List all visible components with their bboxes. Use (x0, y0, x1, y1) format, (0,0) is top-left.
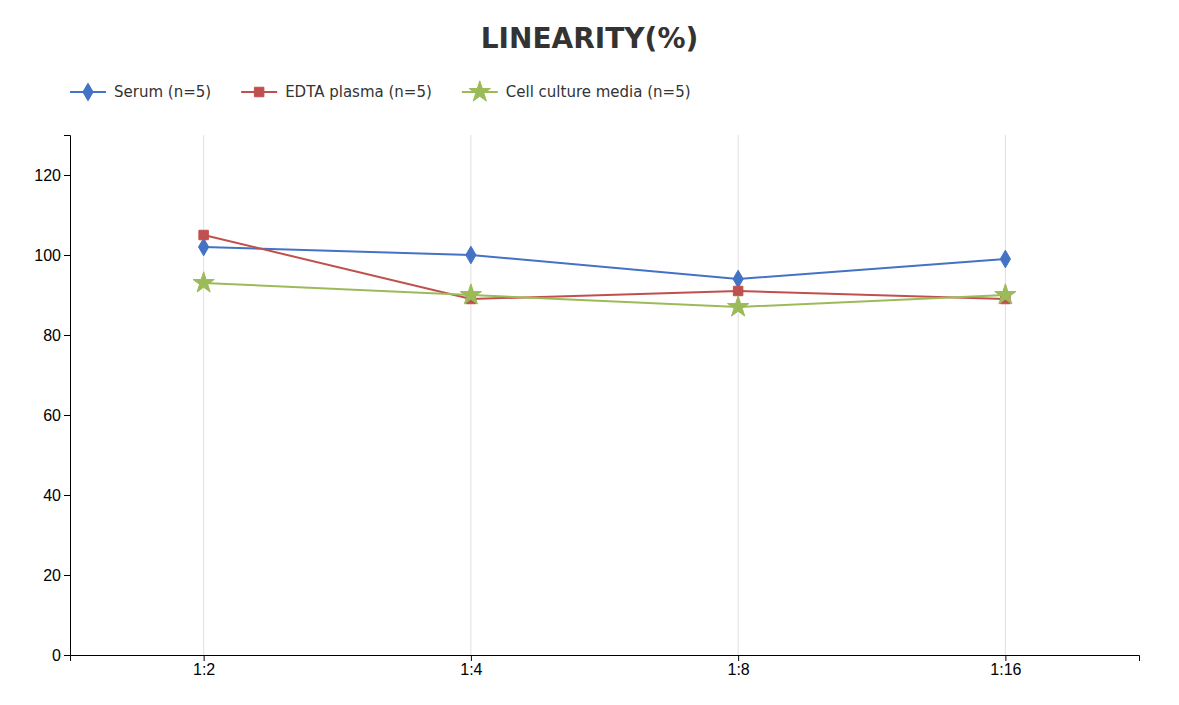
x-tick-label: 1:8 (728, 661, 750, 678)
point (460, 284, 481, 304)
y-tick-label: 120 (34, 167, 61, 184)
series (193, 272, 1016, 316)
legend-label: Cell culture media (n=5) (506, 83, 691, 101)
legend-item: Cell culture media (n=5) (462, 81, 691, 101)
y-tick: 20 (43, 567, 70, 584)
point (1000, 250, 1010, 268)
y-tick: 100 (34, 247, 70, 264)
point (199, 238, 209, 256)
point (466, 246, 476, 264)
y-tick-mark (64, 655, 70, 656)
y-tick-mark (64, 175, 70, 176)
y-tick-label: 0 (52, 647, 61, 664)
x-tick: 1:8 (728, 655, 750, 678)
y-tick-mark (64, 495, 70, 496)
x-tick-label: 1:16 (990, 661, 1021, 678)
series-line (204, 283, 1006, 307)
x-tick-mark (1005, 655, 1006, 661)
legend-symbol (254, 87, 263, 96)
legend-label: EDTA plasma (n=5) (285, 83, 432, 101)
grid-line (1005, 135, 1006, 655)
legend-symbol (469, 81, 490, 101)
point (995, 284, 1016, 304)
y-tick: 60 (43, 407, 70, 424)
point (728, 296, 749, 316)
y-tick-label: 80 (43, 327, 61, 344)
y-tick-label: 20 (43, 567, 61, 584)
point (193, 272, 214, 292)
y-tick: 40 (43, 487, 70, 504)
title: LINEARITY(%) (481, 22, 699, 55)
y-tick: 80 (43, 327, 70, 344)
x-tick: 1:16 (990, 655, 1021, 678)
y-tick-mark (64, 415, 70, 416)
legend-label: Serum (n=5) (114, 83, 211, 101)
x-tick: 1:2 (193, 655, 215, 678)
x-tick: 1:4 (460, 655, 482, 678)
series (199, 230, 1010, 303)
point (733, 270, 743, 288)
y-tick-mark (64, 335, 70, 336)
y-axis: 0 20 40 60 80 100 120 (34, 136, 70, 664)
legend-symbol (83, 83, 93, 101)
y-axis-line (64, 136, 71, 656)
grid (204, 135, 1006, 655)
y-tick: 0 (52, 647, 70, 664)
y-tick-mark (64, 575, 70, 576)
y-tick-label: 60 (43, 407, 61, 424)
x-tick-mark (471, 655, 472, 661)
grid-line (470, 135, 471, 655)
plot-area: 1:2 1:4 1:8 1:16 0 20 40 60 80 100 120 (34, 135, 1139, 678)
y-tick: 120 (34, 167, 70, 184)
grid-line (203, 135, 204, 655)
x-tick-label: 1:2 (193, 661, 215, 678)
point (199, 230, 208, 239)
x-tick-mark (204, 655, 205, 661)
y-tick-label: 100 (34, 247, 61, 264)
legend: Serum (n=5) EDTA plasma (n=5) Cell culture… (70, 81, 691, 101)
x-axis: 1:2 1:4 1:8 1:16 (71, 655, 1140, 678)
legend-item: EDTA plasma (n=5) (241, 83, 432, 101)
marks (193, 230, 1016, 316)
y-tick-label: 40 (43, 487, 61, 504)
grid-line (738, 135, 739, 655)
y-tick-mark (64, 255, 70, 256)
x-axis-line (71, 656, 1140, 662)
x-tick-label: 1:4 (460, 661, 482, 678)
x-tick-mark (738, 655, 739, 661)
legend-item: Serum (n=5) (70, 83, 211, 101)
chart: LINEARITY(%) 1:2 1:4 1:8 1:16 0 20 40 60 80 100 120… (0, 0, 1179, 705)
